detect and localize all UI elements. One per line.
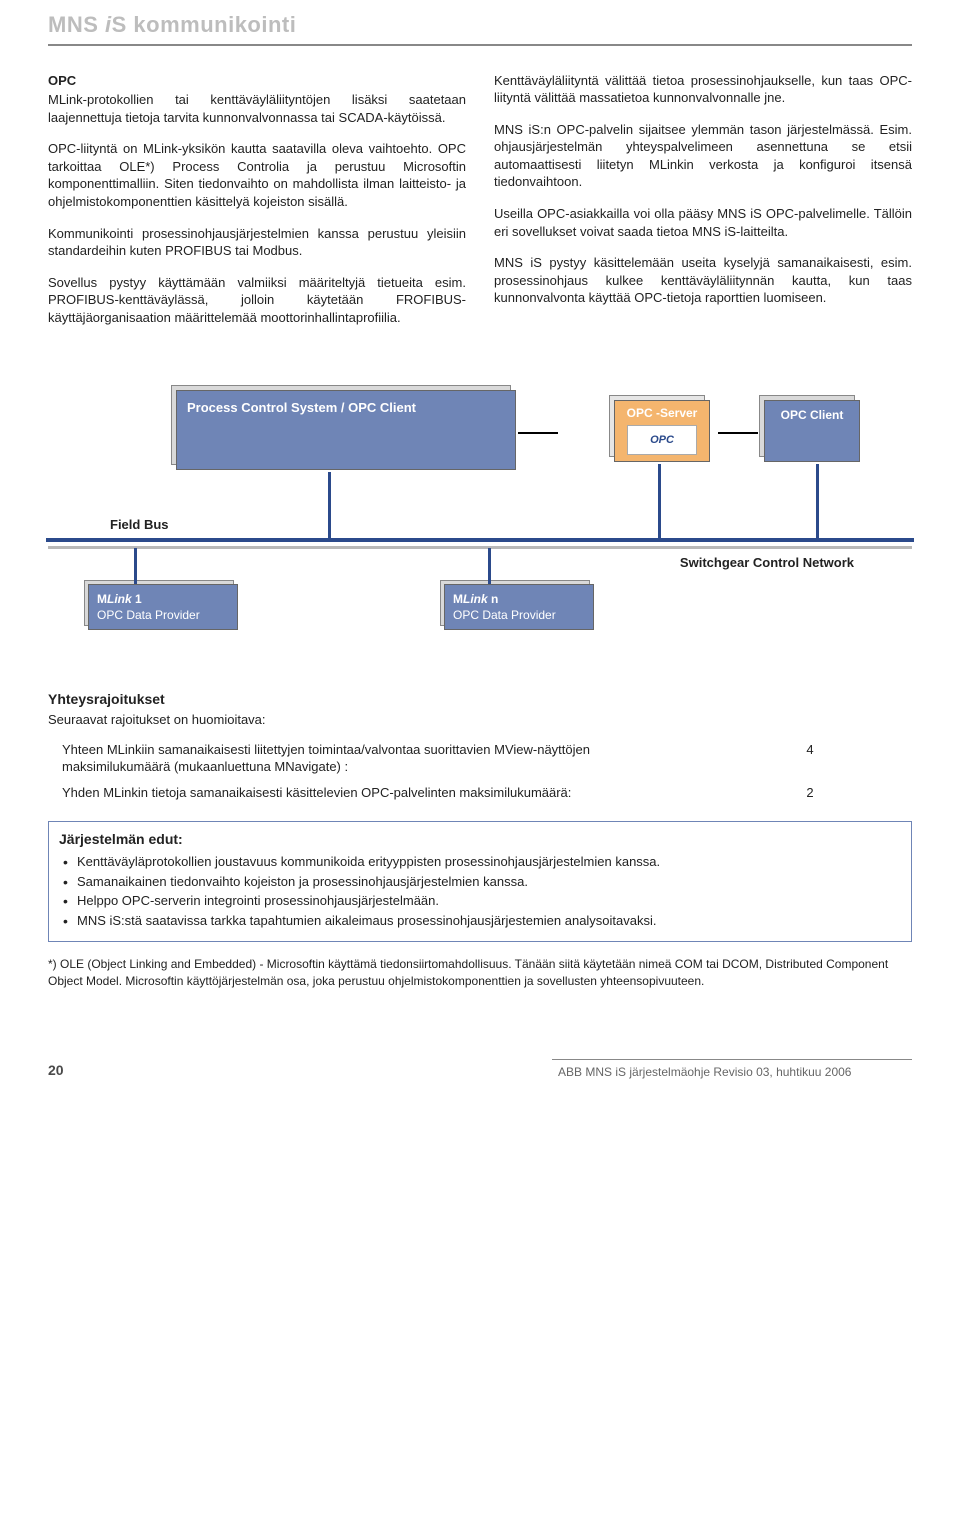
limits-table: Yhteen MLinkiin samanaikaisesti liitetty… (56, 737, 920, 806)
limits-intro: Seuraavat rajoitukset on huomioitava: (48, 711, 912, 729)
opc-logo: OPC (627, 425, 697, 455)
header-divider (48, 44, 912, 46)
mlinkn-box: MLink n OPC Data Provider (444, 584, 594, 630)
bus-line-blue-left (46, 538, 556, 542)
opc-server-label: OPC -Server (627, 406, 698, 420)
title-pre: MNS (48, 12, 105, 37)
opc-client-label: OPC Client (781, 408, 844, 422)
bus-line-blue-right (556, 538, 914, 542)
limits-row-2: Yhden MLinkin tietoja samanaikaisesti kä… (56, 780, 920, 806)
benefit-1: Kenttäväyläprotokollien joustavuus kommu… (63, 853, 901, 871)
benefits-box: Järjestelmän edut: Kenttäväyläprotokolli… (48, 821, 912, 942)
right-p2: MNS iS:n OPC-palvelin sijaitsee ylemmän … (494, 121, 912, 191)
right-p4: MNS iS pystyy käsittelemään useita kysel… (494, 254, 912, 307)
benefit-3: Helppo OPC-serverin integrointi prosessi… (63, 892, 901, 910)
mlinkn-title: MLink n (453, 591, 585, 607)
mlink1-box: MLink 1 OPC Data Provider (88, 584, 238, 630)
body-columns: OPC MLink-protokollien tai kenttäväyläli… (48, 72, 912, 341)
opc-server-box: OPC -Server OPC (614, 400, 710, 462)
pcs-box: Process Control System / OPC Client (176, 390, 516, 470)
limits-title: Yhteysrajoitukset (48, 690, 912, 709)
mlink1-title: MLink 1 (97, 591, 229, 607)
right-column: Kenttäväyläliityntä välittää tietoa pros… (494, 72, 912, 341)
right-p3: Useilla OPC-asiakkailla voi olla pääsy M… (494, 205, 912, 240)
pcs-label: Process Control System / OPC Client (187, 400, 416, 415)
left-p3: Kommunikointi prosessinohjausjärjestelmi… (48, 225, 466, 260)
network-diagram: Process Control System / OPC Client OPC … (48, 386, 912, 656)
footnote: *) OLE (Object Linking and Embedded) - M… (48, 956, 912, 988)
benefit-4: MNS iS:stä saatavissa tarkka tapahtumien… (63, 912, 901, 930)
conn-pcs-server (518, 432, 558, 434)
vline-mlink1 (134, 548, 137, 584)
footer-right: ABB MNS iS järjestelmäohje Revisio 03, h… (552, 1059, 912, 1080)
benefit-2: Samanaikainen tiedonvaihto kojeiston ja … (63, 873, 901, 891)
page-number: 20 (48, 1061, 64, 1080)
left-p1: MLink-protokollien tai kenttäväyläliityn… (48, 91, 466, 126)
vline-mlinkn (488, 548, 491, 584)
mlink1-sub: OPC Data Provider (97, 607, 229, 623)
limits-row2-text: Yhden MLinkin tietoja samanaikaisesti kä… (56, 780, 700, 806)
scn-label: Switchgear Control Network (680, 554, 854, 572)
limits-row-1: Yhteen MLinkiin samanaikaisesti liitetty… (56, 737, 920, 780)
left-p4: Sovellus pystyy käyttämään valmiiksi mää… (48, 274, 466, 327)
vline-pcs (328, 472, 331, 538)
benefits-list: Kenttäväyläprotokollien joustavuus kommu… (59, 853, 901, 929)
vline-client (816, 464, 819, 538)
vline-server (658, 464, 661, 538)
field-bus-label: Field Bus (110, 516, 169, 534)
opc-client-box: OPC Client (764, 400, 860, 462)
opc-heading: OPC (48, 72, 466, 90)
right-p1: Kenttäväyläliityntä välittää tietoa pros… (494, 72, 912, 107)
limits-row1-num: 4 (700, 737, 920, 780)
limits-section: Yhteysrajoitukset Seuraavat rajoitukset … (48, 690, 912, 805)
footer: 20 ABB MNS iS järjestelmäohje Revisio 03… (48, 1059, 912, 1080)
limits-row2-num: 2 (700, 780, 920, 806)
left-column: OPC MLink-protokollien tai kenttäväyläli… (48, 72, 466, 341)
page-title: MNS iS kommunikointi (48, 0, 912, 40)
title-post: S kommunikointi (112, 12, 297, 37)
bus-line-gray (48, 546, 912, 549)
limits-row1-text: Yhteen MLinkiin samanaikaisesti liitetty… (56, 737, 700, 780)
benefits-title: Järjestelmän edut: (59, 830, 901, 849)
opc-logo-text: OPC (650, 433, 674, 448)
conn-server-client (718, 432, 758, 434)
left-p2: OPC-liityntä on MLink-yksikön kautta saa… (48, 140, 466, 210)
mlinkn-sub: OPC Data Provider (453, 607, 585, 623)
title-it: i (105, 12, 112, 37)
